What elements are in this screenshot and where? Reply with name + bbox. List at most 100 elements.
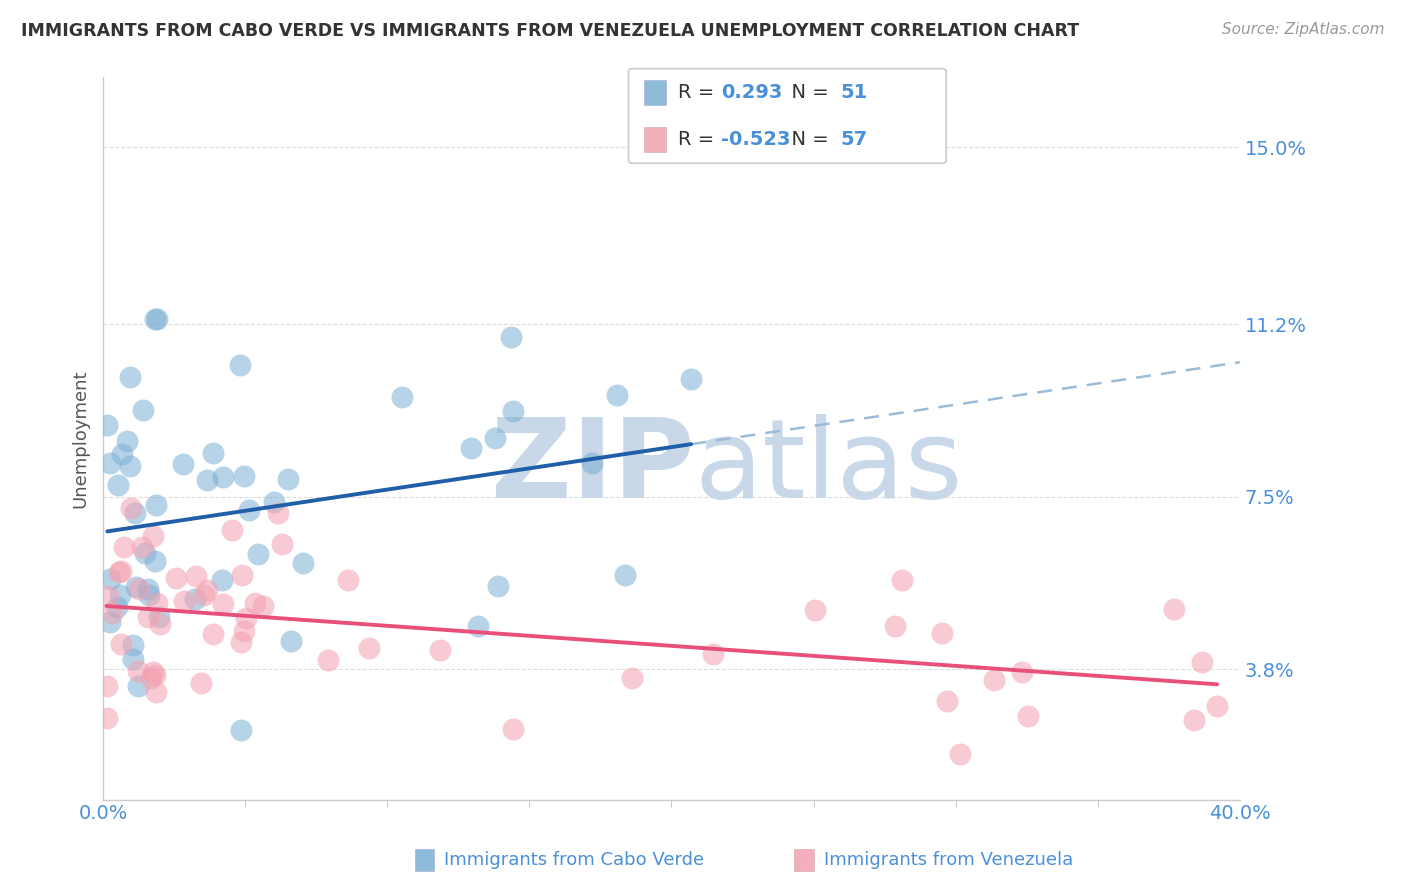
Point	[606, 388, 628, 402]
Point	[190, 676, 212, 690]
Point	[96, 417, 118, 432]
Point	[136, 582, 159, 597]
Text: N =: N =	[779, 129, 841, 149]
Point	[263, 495, 285, 509]
Point	[581, 456, 603, 470]
Point	[229, 635, 252, 649]
Point	[231, 723, 253, 737]
Point	[983, 673, 1005, 687]
Point	[935, 694, 957, 708]
Point	[429, 642, 451, 657]
Text: Source: ZipAtlas.com: Source: ZipAtlas.com	[1222, 22, 1385, 37]
Point	[127, 664, 149, 678]
Point	[502, 722, 524, 736]
Point	[148, 617, 170, 632]
Point	[316, 653, 339, 667]
Point	[681, 371, 703, 385]
Point	[148, 610, 170, 624]
Text: Immigrants from Venezuela: Immigrants from Venezuela	[824, 851, 1073, 869]
Point	[193, 588, 215, 602]
Point	[96, 679, 118, 693]
Point	[134, 546, 156, 560]
Point	[136, 610, 159, 624]
Point	[118, 459, 141, 474]
Point	[243, 596, 266, 610]
Point	[146, 312, 169, 326]
Point	[267, 506, 290, 520]
Point	[127, 680, 149, 694]
Point	[621, 671, 644, 685]
Text: -0.523: -0.523	[721, 129, 790, 149]
Point	[231, 568, 253, 582]
Text: 51: 51	[841, 83, 868, 103]
Point	[186, 568, 208, 582]
Point	[391, 390, 413, 404]
Point	[120, 369, 142, 384]
Point	[107, 478, 129, 492]
Point	[173, 593, 195, 607]
Point	[122, 651, 145, 665]
Point	[124, 506, 146, 520]
Point	[165, 571, 187, 585]
Point	[115, 434, 138, 448]
Point	[211, 573, 233, 587]
Point	[702, 647, 724, 661]
Point	[291, 556, 314, 570]
Point	[1182, 714, 1205, 728]
Point	[108, 565, 131, 579]
Point	[131, 541, 153, 555]
Point	[502, 404, 524, 418]
Text: R =: R =	[678, 129, 720, 149]
Point	[184, 591, 207, 606]
Point	[949, 747, 972, 761]
Point	[484, 431, 506, 445]
Text: ZIP: ZIP	[491, 414, 695, 521]
Point	[142, 665, 165, 680]
Point	[110, 637, 132, 651]
Point	[101, 606, 124, 620]
Point	[270, 537, 292, 551]
Point	[1163, 602, 1185, 616]
Point	[246, 547, 269, 561]
Point	[201, 627, 224, 641]
Point	[499, 330, 522, 344]
Point	[221, 523, 243, 537]
Point	[931, 626, 953, 640]
Point	[804, 603, 827, 617]
Text: Immigrants from Cabo Verde: Immigrants from Cabo Verde	[444, 851, 704, 869]
Point	[110, 589, 132, 603]
Point	[120, 501, 142, 516]
Point	[107, 599, 129, 614]
Point	[112, 541, 135, 555]
Point	[460, 442, 482, 456]
Point	[98, 572, 121, 586]
Point	[337, 574, 360, 588]
Point	[1017, 709, 1039, 723]
Point	[280, 634, 302, 648]
Point	[97, 589, 120, 603]
Point	[124, 580, 146, 594]
Point	[890, 573, 912, 587]
Text: atlas: atlas	[695, 414, 963, 521]
Point	[143, 668, 166, 682]
Point	[195, 582, 218, 597]
Point	[138, 589, 160, 603]
Point	[131, 403, 153, 417]
Text: IMMIGRANTS FROM CABO VERDE VS IMMIGRANTS FROM VENEZUELA UNEMPLOYMENT CORRELATION: IMMIGRANTS FROM CABO VERDE VS IMMIGRANTS…	[21, 22, 1080, 40]
Point	[277, 472, 299, 486]
Point	[212, 469, 235, 483]
Point	[233, 624, 256, 638]
Point	[122, 638, 145, 652]
Point	[96, 711, 118, 725]
Point	[98, 456, 121, 470]
Point	[142, 529, 165, 543]
Text: 0.293: 0.293	[721, 83, 783, 103]
Text: N =: N =	[779, 83, 841, 103]
Point	[1011, 665, 1033, 679]
Text: 57: 57	[841, 129, 868, 149]
Point	[145, 685, 167, 699]
Point	[195, 473, 218, 487]
Point	[110, 564, 132, 578]
Point	[145, 596, 167, 610]
Point	[110, 447, 132, 461]
